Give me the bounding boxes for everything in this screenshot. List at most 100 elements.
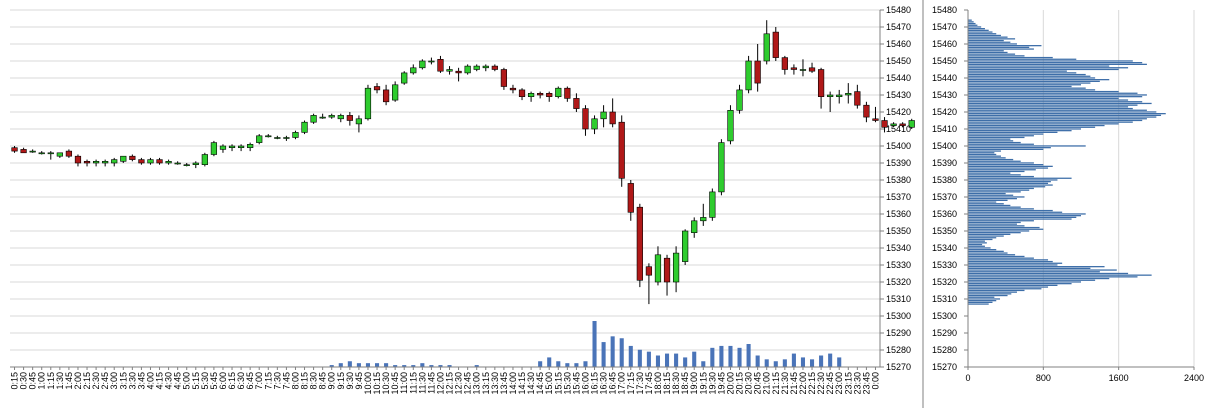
profile-bar xyxy=(968,247,991,249)
price-tick-label: 15450 xyxy=(886,56,911,66)
profile-bar xyxy=(968,215,1081,217)
volume-bar xyxy=(474,365,479,367)
profile-bar xyxy=(968,123,1119,125)
candle-down xyxy=(854,91,861,106)
profile-bar xyxy=(968,238,993,241)
volume-bar xyxy=(819,355,824,367)
candle-down xyxy=(663,257,671,283)
profile-bar xyxy=(968,46,1030,48)
profile-bar xyxy=(968,89,1096,91)
candle-up xyxy=(38,152,45,155)
profile-bar xyxy=(968,67,1129,69)
time-tick-label: 12:00 xyxy=(435,372,445,395)
profile-bar xyxy=(968,63,1147,65)
candle-down xyxy=(817,69,825,98)
profile-bar xyxy=(968,19,972,21)
price-tick-label: 15430 xyxy=(886,90,911,100)
candle-up xyxy=(446,69,453,72)
profile-bar xyxy=(968,228,1044,230)
candle-up xyxy=(464,65,471,74)
profile-bar xyxy=(968,206,1021,208)
profile-bar xyxy=(968,147,1051,149)
time-tick-label: 23:45 xyxy=(861,372,871,395)
candle-down xyxy=(618,121,625,179)
profile-y-tick-label: 15350 xyxy=(932,226,957,236)
candle-up xyxy=(392,84,399,101)
candle-down xyxy=(156,159,163,164)
candle-up xyxy=(410,67,417,74)
time-tick-label: 17:45 xyxy=(644,372,654,395)
price-tick-label: 15270 xyxy=(886,362,911,372)
volume-bar xyxy=(646,351,651,367)
volume-bar xyxy=(664,353,670,367)
candle-down xyxy=(808,67,816,72)
profile-bar xyxy=(968,242,987,244)
candle-up xyxy=(102,161,109,164)
candle-down xyxy=(20,149,27,154)
time-tick-label: 1:00 xyxy=(37,372,47,390)
time-tick-label: 11:15 xyxy=(408,372,418,394)
price-tick-label: 15350 xyxy=(886,226,911,236)
time-tick-label: 10:45 xyxy=(390,372,400,395)
candle-up xyxy=(555,87,562,97)
time-tick-label: 18:30 xyxy=(671,372,681,395)
candle-up xyxy=(237,145,245,148)
candle-up xyxy=(419,60,426,69)
candle-up xyxy=(274,137,281,139)
profile-bar xyxy=(968,260,1053,263)
time-tick-label: 18:00 xyxy=(653,372,663,395)
time-tick-label: 18:45 xyxy=(680,372,690,395)
time-tick-label: 15:30 xyxy=(562,372,572,395)
profile-bar xyxy=(968,65,1110,67)
profile-y-tick-label: 15470 xyxy=(932,22,957,32)
price-tick-label: 15440 xyxy=(886,73,911,83)
time-tick-label: 4:15 xyxy=(155,372,165,390)
profile-bar xyxy=(968,135,1034,137)
time-tick-label: 7:45 xyxy=(281,372,291,390)
profile-bar xyxy=(968,221,1021,224)
profile-y-tick-label: 15450 xyxy=(932,56,957,66)
profile-bar xyxy=(968,257,1034,259)
candle-down xyxy=(573,98,580,109)
price-tick-label: 15300 xyxy=(886,311,911,321)
volume-bar xyxy=(791,353,796,367)
time-tick-label: 7:00 xyxy=(254,372,264,390)
candle-down xyxy=(881,120,888,128)
candle-down xyxy=(65,150,73,157)
time-tick-label: 7:15 xyxy=(263,372,273,390)
profile-bar xyxy=(968,303,989,305)
candle-down xyxy=(437,58,444,72)
profile-bar xyxy=(968,182,1049,184)
profile-bar xyxy=(968,211,1063,213)
profile-bar xyxy=(968,243,983,246)
time-tick-label: 23:30 xyxy=(852,372,862,395)
volume-bar xyxy=(782,359,787,367)
volume-bar xyxy=(329,365,334,367)
profile-bar xyxy=(968,29,989,31)
time-tick-label: 11:45 xyxy=(426,372,436,394)
volume-bar xyxy=(837,357,842,367)
candle-down xyxy=(627,183,634,213)
profile-bar xyxy=(968,26,982,28)
candle-up xyxy=(745,60,752,91)
time-tick-label: 12:15 xyxy=(445,372,455,395)
profile-bar xyxy=(968,62,1143,64)
volume-bar xyxy=(384,363,389,367)
candle-down xyxy=(872,118,879,121)
profile-bar xyxy=(968,300,997,302)
candle-up xyxy=(364,87,372,120)
profile-bar xyxy=(968,38,1016,40)
time-tick-label: 16:30 xyxy=(599,372,609,395)
time-tick-label: 11:00 xyxy=(399,372,409,394)
profile-bar xyxy=(968,191,1021,193)
profile-bar xyxy=(968,87,1086,89)
profile-bar xyxy=(968,143,1034,145)
profile-bar xyxy=(968,216,1077,218)
profile-bar xyxy=(968,34,1001,37)
profile-y-tick-label: 15310 xyxy=(932,294,957,304)
price-tick-label: 15420 xyxy=(886,107,911,117)
profile-bar xyxy=(968,283,1072,285)
time-tick-label: 18:15 xyxy=(662,372,672,395)
candle-up xyxy=(92,161,100,164)
